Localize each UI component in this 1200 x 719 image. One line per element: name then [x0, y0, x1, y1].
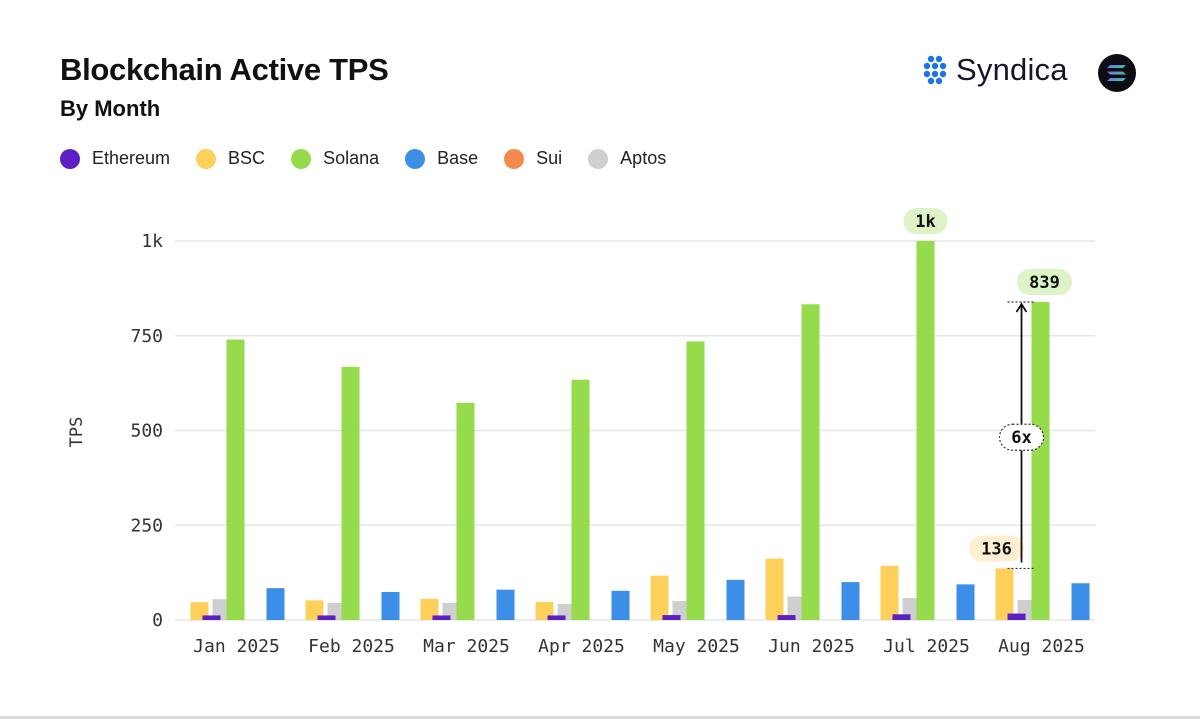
bar-solana: [1031, 302, 1050, 620]
chart-legend: Ethereum BSC Solana Base Sui Aptos: [60, 148, 692, 169]
y-tick-label: 0: [152, 610, 163, 631]
footer-divider: [0, 716, 1200, 719]
y-tick-label: 1k: [141, 231, 163, 252]
x-tick-label: Feb 2025: [308, 636, 395, 657]
legend-item-bsc: BSC: [196, 148, 265, 169]
data-label-pill: [969, 535, 1024, 562]
legend-label: BSC: [228, 148, 266, 168]
legend-label: Aptos: [620, 148, 667, 168]
bar-base: [726, 579, 745, 620]
legend-item-ethereum: Ethereum: [60, 148, 170, 169]
y-tick-label: 500: [130, 421, 163, 442]
data-label: 136: [981, 539, 1012, 559]
bar-solana: [801, 304, 820, 620]
legend-item-aptos: Aptos: [588, 148, 666, 169]
bar-bsc: [995, 568, 1014, 620]
legend-label: Solana: [323, 148, 380, 168]
ratio-arrow-head: [1015, 302, 1028, 313]
bar-aptos: [212, 599, 231, 620]
bar-solana: [226, 339, 245, 620]
bar-solana: [456, 402, 475, 620]
x-tick-label: Jan 2025: [193, 636, 280, 657]
y-axis-label: TPS: [67, 417, 87, 448]
bar-solana: [571, 379, 590, 620]
data-label-pill: [998, 423, 1045, 451]
solana-logo-icon: [1098, 54, 1136, 92]
legend-swatch: [196, 148, 217, 169]
bar-base: [956, 584, 975, 620]
legend-label: Sui: [536, 148, 563, 168]
data-label: 1k: [915, 212, 935, 232]
legend-item-solana: Solana: [291, 148, 379, 169]
legend-label: Base: [437, 148, 479, 168]
data-label: 839: [1029, 273, 1060, 293]
legend-swatch: [504, 148, 525, 169]
bar-ethereum: [202, 615, 221, 620]
data-label-pill: [1017, 269, 1072, 296]
brand-name: Syndica: [956, 52, 1068, 87]
bar-aptos: [787, 596, 806, 620]
legend-swatch: [291, 148, 312, 169]
bar-ethereum: [547, 615, 566, 620]
bar-bsc: [880, 565, 899, 620]
bar-ethereum: [892, 614, 911, 620]
legend-swatch: [60, 148, 80, 169]
bar-bsc: [305, 600, 324, 620]
data-label-pill: [903, 208, 948, 234]
legend-item-sui: Sui: [504, 148, 562, 169]
bar-base: [496, 589, 515, 620]
x-tick-label: May 2025: [653, 636, 740, 657]
legend-item-base: Base: [405, 148, 478, 169]
x-tick-label: Jun 2025: [768, 636, 855, 657]
bar-base: [266, 588, 285, 620]
bar-ethereum: [1007, 613, 1026, 620]
bar-ethereum: [777, 615, 796, 620]
bar-base: [381, 591, 400, 620]
bar-solana: [341, 366, 360, 620]
x-tick-label: Apr 2025: [538, 636, 625, 657]
bar-ethereum: [432, 615, 451, 620]
x-tick-label: Jul 2025: [883, 636, 970, 657]
bar-base: [841, 582, 860, 620]
bar-ethereum: [662, 615, 681, 620]
bar-base: [611, 590, 630, 620]
bar-base: [1071, 583, 1090, 620]
legend-swatch: [588, 148, 609, 169]
x-tick-label: Aug 2025: [998, 636, 1085, 657]
bar-bsc: [420, 598, 439, 620]
syndica-logo: Syndica: [922, 52, 1068, 88]
bar-bsc: [650, 575, 669, 620]
syndica-mark-icon: [923, 55, 947, 85]
bar-ethereum: [317, 615, 336, 620]
legend-swatch: [405, 148, 426, 169]
y-tick-label: 250: [130, 515, 163, 536]
x-tick-label: Mar 2025: [423, 636, 510, 657]
bar-bsc: [765, 558, 784, 620]
data-label: 6x: [1011, 428, 1031, 448]
bar-solana: [686, 341, 705, 620]
legend-label: Ethereum: [92, 148, 171, 168]
chart-title: Blockchain Active TPS: [60, 52, 389, 87]
y-tick-label: 750: [130, 326, 163, 347]
chart-subtitle: By Month: [60, 96, 161, 121]
bar-solana: [916, 241, 935, 620]
